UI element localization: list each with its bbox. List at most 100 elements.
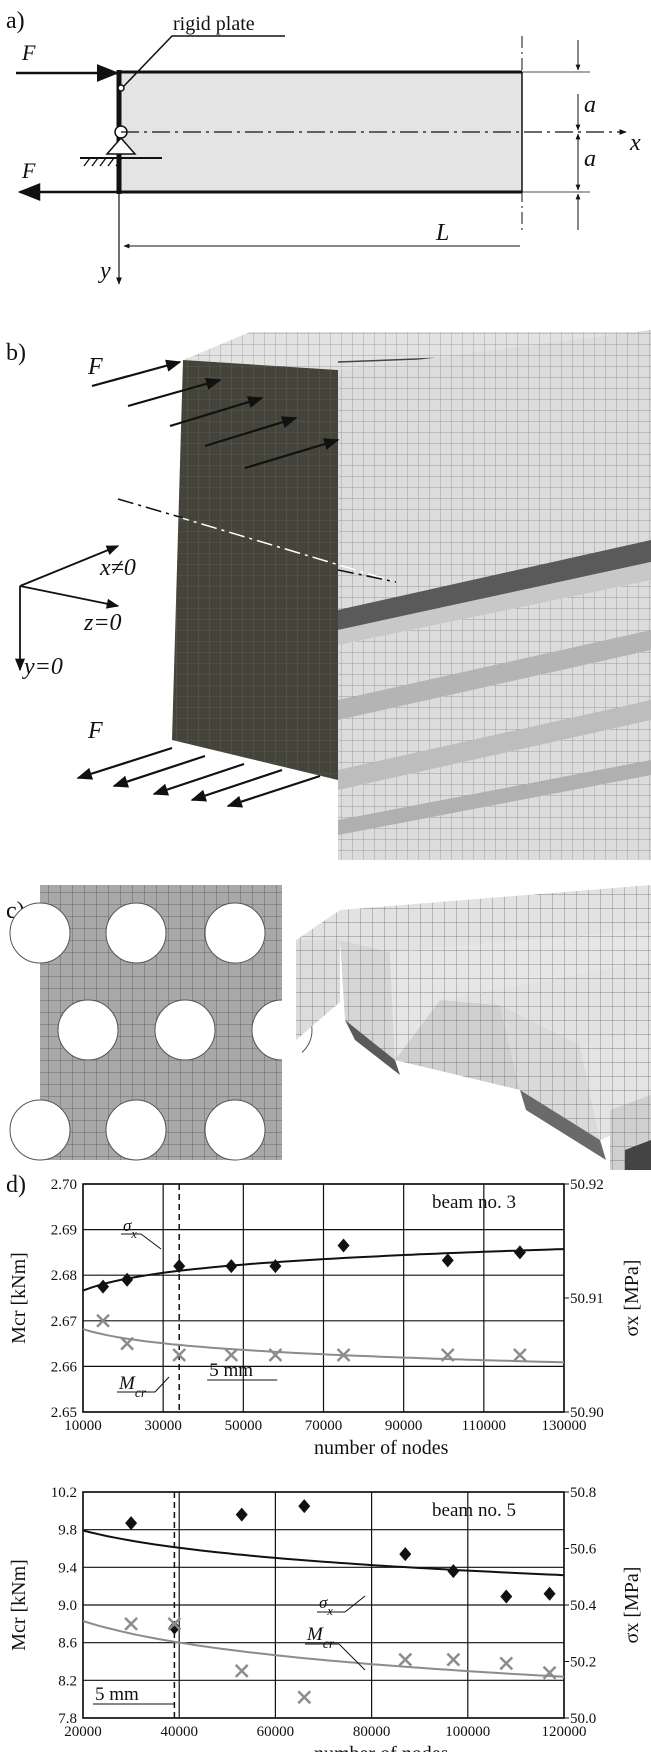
x-tick-label: 130000 <box>542 1418 587 1434</box>
y-axis-title-left: Mcr [kNm] <box>8 1559 30 1651</box>
rigid-plate-label: rigid plate <box>173 13 255 35</box>
mcr-point <box>224 1348 239 1362</box>
panel-c: c) <box>6 880 651 1170</box>
y-tick-label-left: 10.2 <box>51 1485 77 1501</box>
y-tick-label-left: 7.8 <box>58 1711 77 1727</box>
plot-frame <box>82 1491 565 1719</box>
mcr-trend-line <box>82 1328 565 1364</box>
sigma-trend-line <box>82 1248 565 1292</box>
force-label-top-b: F <box>87 354 103 380</box>
sigma-point <box>543 1586 556 1601</box>
mcr-point <box>96 1313 110 1328</box>
y-tick-label-right: 50.91 <box>570 1291 604 1307</box>
sigma-point <box>125 1516 138 1531</box>
x-tick-label: 60000 <box>257 1724 295 1740</box>
panel-d-charts: d) 10000 30000 50000 70000 90000 110000 130000… <box>6 1172 643 1752</box>
mcr-point <box>336 1348 351 1362</box>
mcr-point <box>398 1652 413 1667</box>
sigma-point <box>447 1564 460 1579</box>
mcr-point <box>513 1348 527 1362</box>
cond-y: y=0 <box>22 654 63 680</box>
panel-a-label: a) <box>6 8 25 34</box>
sigma-point <box>225 1259 238 1274</box>
y-tick-label-left: 2.69 <box>51 1223 77 1239</box>
y-tick-label-left: 2.70 <box>51 1177 77 1193</box>
x-axis-title: number of nodes <box>314 1743 449 1752</box>
y-tick-label-right: 50.90 <box>570 1405 604 1421</box>
mcr-point <box>440 1348 455 1362</box>
sigma-point <box>97 1279 110 1294</box>
y-tick-label-right: 50.2 <box>570 1655 596 1671</box>
y-tick-label-right: 50.8 <box>570 1485 596 1501</box>
cond-x: x≠0 <box>99 555 136 581</box>
mcr-series-label: Mcr <box>118 1373 147 1400</box>
y-tick-label-left: 8.2 <box>58 1673 77 1689</box>
label-leader <box>154 1376 170 1393</box>
y-axis-title-right: σx [MPa] <box>621 1567 643 1644</box>
panel-a: a) rigid plate F F x y a a L <box>6 8 641 285</box>
mcr-point <box>172 1348 187 1362</box>
ref-line-label: 5 mm <box>209 1360 253 1381</box>
panel-b: b) F F x≠0 z=0 y=0 <box>6 330 651 860</box>
sigma-point <box>173 1259 186 1274</box>
label-leader <box>344 1595 366 1613</box>
axis-y-label: y <box>98 258 111 284</box>
y-tick-label-right: 50.6 <box>570 1542 597 1558</box>
beam-annotation: beam no. 3 <box>432 1192 516 1213</box>
x-tick-label: 40000 <box>160 1724 198 1740</box>
y-axis-title-right: σx [MPa] <box>621 1260 643 1337</box>
sigma-series-label: σx <box>319 1593 333 1618</box>
y-tick-label-left: 9.8 <box>58 1523 77 1539</box>
sigma-point <box>168 1620 181 1635</box>
dim-L: L <box>435 220 449 246</box>
y-tick-label-left: 2.67 <box>51 1314 78 1330</box>
y-tick-label-right: 50.4 <box>570 1598 597 1614</box>
mcr-point <box>499 1656 514 1671</box>
sigma-point <box>399 1547 412 1562</box>
force-label-bottom-b: F <box>87 718 103 744</box>
plot-frame <box>82 1183 565 1413</box>
mcr-point <box>268 1348 283 1362</box>
sigma-point <box>500 1589 513 1604</box>
y-axis-title-left: Mcr [kNm] <box>8 1252 30 1344</box>
x-tick-label: 110000 <box>462 1418 506 1434</box>
mcr-point <box>446 1652 461 1667</box>
force-label-bottom: F <box>21 158 36 183</box>
x-axis-title: number of nodes <box>314 1437 449 1459</box>
sigma-point <box>441 1253 454 1268</box>
sigma-series-label: σx <box>123 1216 137 1241</box>
mcr-point <box>542 1665 557 1680</box>
x-tick-label: 50000 <box>225 1418 263 1434</box>
x-tick-label: 30000 <box>144 1418 182 1434</box>
ref-line-label: 5 mm <box>95 1684 139 1705</box>
x-tick-label: 120000 <box>542 1724 587 1740</box>
sigma-point <box>513 1245 526 1260</box>
x-tick-label: 70000 <box>305 1418 343 1434</box>
sigma-point <box>235 1507 248 1522</box>
x-tick-label: 20000 <box>64 1724 102 1740</box>
axis-x-label: x <box>629 130 641 156</box>
mcr-point <box>120 1336 134 1351</box>
label-leader <box>140 1233 162 1250</box>
panel-d-label: d) <box>6 1172 26 1198</box>
mcr-point <box>297 1690 312 1705</box>
y-tick-label-right: 50.92 <box>570 1177 604 1193</box>
x-tick-label: 90000 <box>385 1418 423 1434</box>
x-tick-label: 80000 <box>353 1724 391 1740</box>
dim-a-top: a <box>584 92 596 118</box>
panel-b-label: b) <box>6 340 26 366</box>
cond-z: z=0 <box>83 610 122 636</box>
sigma-point <box>337 1238 350 1253</box>
beam-annotation: beam no. 5 <box>432 1500 516 1521</box>
mcr-point <box>167 1616 182 1631</box>
y-tick-label-left: 8.6 <box>58 1636 77 1652</box>
sigma-trend-line <box>82 1529 565 1577</box>
dim-a-bottom: a <box>584 146 596 172</box>
x-tick-label: 10000 <box>64 1418 102 1434</box>
mcr-point <box>124 1616 138 1631</box>
mcr-point <box>234 1664 249 1678</box>
label-leader <box>338 1643 366 1671</box>
y-tick-label-left: 2.65 <box>51 1405 77 1421</box>
x-tick-label: 100000 <box>445 1724 490 1740</box>
sigma-point <box>269 1259 282 1274</box>
